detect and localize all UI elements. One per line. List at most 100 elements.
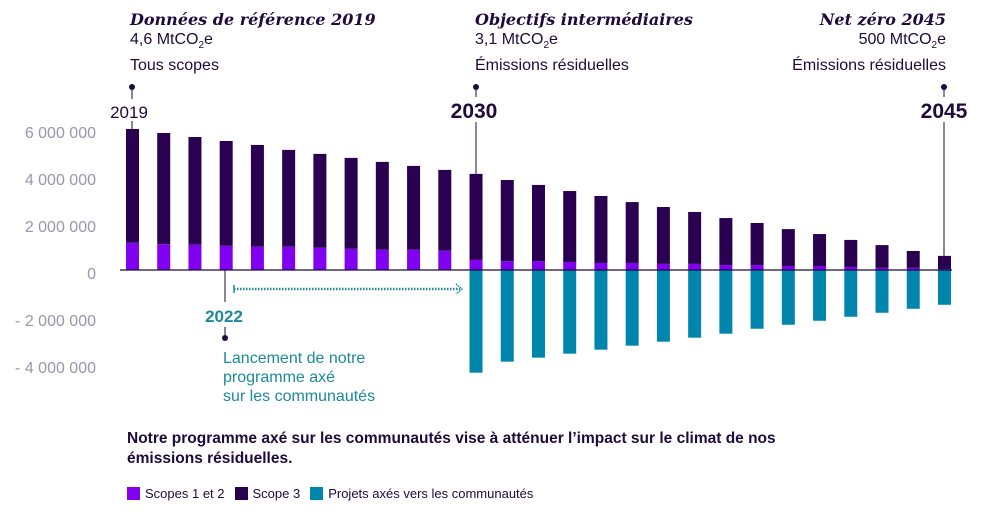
milestone-2022: 2022 (205, 307, 243, 326)
header-netzero-title: Net zéro 2045 (819, 10, 946, 29)
bar-scope3-2026 (344, 157, 358, 249)
milestone-2045: 2045 (921, 100, 968, 123)
bar-scope12-2041 (813, 266, 827, 270)
bar-scope3-2034 (594, 195, 608, 263)
legend: Scopes 1 et 2 Scope 3 Projets axés vers … (127, 486, 533, 501)
bar-scope12-2039 (750, 265, 764, 270)
bar-scope12-2035 (625, 262, 639, 270)
bar-scope12-2030 (469, 259, 483, 270)
marker-dot-2022 (222, 335, 228, 341)
bar-scope3-2036 (656, 207, 670, 264)
header-baseline-scope: Tous scopes (130, 57, 219, 75)
bar-scope12-2032 (531, 261, 545, 270)
bar-scope12-2023 (250, 246, 264, 270)
bar-projects-2037 (688, 270, 702, 338)
bar-scope3-2023 (250, 144, 264, 247)
bar-scope3-2021 (188, 136, 202, 245)
header-baseline-value: 4,6 MtCO2e (130, 31, 213, 52)
bar-scope3-2033 (563, 191, 577, 263)
chart-note: Notre programme axé sur les communautés … (127, 430, 776, 467)
bar-scope12-2021 (188, 244, 202, 270)
bar-scope12-2026 (344, 248, 358, 270)
bar-scope12-2044 (906, 267, 920, 270)
bar-scope12-2028 (407, 249, 421, 270)
bar-scope3-2027 (375, 161, 389, 250)
program-arrow-head-icon (455, 283, 464, 295)
annotation-line: programme axé (223, 369, 336, 386)
bar-scope3-2045 (937, 255, 951, 270)
legend-item-projects: Projets axés vers les communautés (310, 486, 533, 501)
legend-swatch-scope3 (234, 487, 248, 500)
bar-scope3-2028 (407, 165, 421, 250)
y-tick-label: 4 000 000 (25, 172, 96, 189)
y-tick-label: 6 000 000 (25, 125, 96, 142)
bar-scope3-2024 (282, 149, 296, 247)
bar-scope12-2019 (126, 242, 139, 270)
header-intermediate: Objectifs intermédiaires 3,1 MtCO2e Émis… (475, 10, 693, 76)
bar-projects-2038 (719, 270, 733, 334)
header-baseline: Données de référence 2019 4,6 MtCO2e Tou… (130, 10, 376, 76)
bar-scope12-2025 (313, 247, 327, 270)
bar-projects-2033 (563, 270, 577, 354)
bar-scope12-2024 (282, 246, 296, 270)
bar-scope3-2039 (750, 223, 764, 266)
milestone-2030: 2030 (451, 100, 498, 123)
bar-scope3-2042 (844, 239, 858, 267)
bar-scope3-2032 (531, 184, 545, 262)
bar-scope3-2029 (438, 169, 452, 251)
bar-scope3-2043 (875, 245, 889, 268)
bar-scope3-2022 (219, 140, 233, 246)
bar-scope12-2040 (781, 266, 795, 270)
bar-scope3-2020 (157, 132, 171, 245)
bar-projects-2034 (594, 270, 608, 350)
bar-scope3-2041 (813, 234, 827, 267)
bar-scope12-2034 (594, 262, 608, 270)
legend-item-scope12: Scopes 1 et 2 (127, 486, 225, 501)
annotation-2022: Lancement de notre programme axé sur les… (223, 349, 375, 406)
bar-scope12-2033 (563, 262, 577, 270)
bar-scope12-2042 (844, 266, 858, 270)
bar-scope3-2030 (469, 173, 483, 260)
bar-scope3-2040 (781, 229, 795, 267)
bar-scope12-2031 (500, 261, 514, 270)
legend-label: Scopes 1 et 2 (145, 486, 225, 501)
bar-scope12-2037 (688, 263, 702, 270)
bar-projects-2042 (844, 270, 858, 317)
legend-label: Scope 3 (252, 486, 301, 501)
bar-scope3-2044 (906, 250, 920, 268)
legend-swatch-projects (310, 487, 324, 500)
bar-scope12-2029 (438, 250, 452, 270)
bar-projects-2045 (937, 270, 951, 305)
y-tick-label: - 2 000 000 (15, 313, 96, 330)
bar-projects-2041 (813, 270, 827, 321)
bar-projects-2032 (531, 270, 545, 358)
bar-scope3-2025 (313, 153, 327, 248)
bar-scope3-2037 (688, 211, 702, 264)
header-intermediate-value: 3,1 MtCO2e (475, 31, 558, 52)
header-baseline-title: Données de référence 2019 (130, 10, 376, 29)
header-intermediate-scope: Émissions résiduelles (475, 57, 629, 75)
bar-scope3-2031 (500, 179, 514, 262)
y-tick-label: 0 (87, 266, 96, 283)
bar-projects-2039 (750, 270, 764, 329)
bar-scope12-2020 (157, 244, 171, 270)
bar-scope3-2038 (719, 218, 733, 266)
bar-scope12-2027 (375, 249, 389, 270)
bar-scope3-2019 (126, 129, 139, 243)
bar-projects-2040 (781, 270, 795, 325)
milestone-2019: 2019 (110, 103, 148, 122)
header-netzero-scope: Émissions résiduelles (792, 57, 946, 75)
legend-swatch-scope12 (127, 487, 140, 500)
legend-label: Projets axés vers les communautés (328, 486, 534, 501)
bar-projects-2031 (500, 270, 514, 362)
bar-scope12-2036 (656, 263, 670, 270)
bar-projects-2030 (469, 270, 483, 373)
legend-item-scope3: Scope 3 (234, 486, 301, 501)
bar-projects-2044 (906, 270, 920, 309)
bar-projects-2043 (875, 270, 889, 313)
y-tick-label: 2 000 000 (25, 219, 96, 236)
bar-scope3-2035 (625, 202, 639, 263)
header-netzero: Net zéro 2045 500 MtCO2e Émissions résid… (792, 10, 946, 76)
bar-scope12-2043 (875, 267, 889, 270)
